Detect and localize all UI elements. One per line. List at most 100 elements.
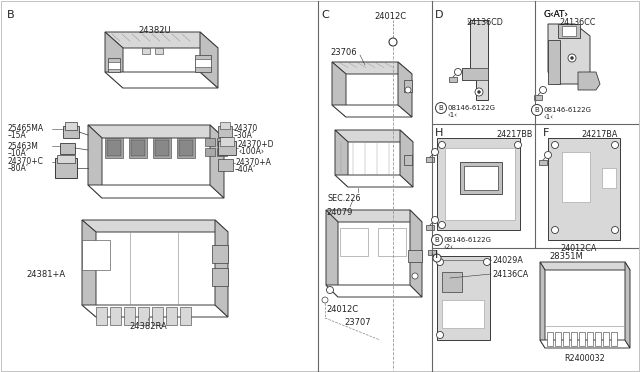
Circle shape bbox=[431, 217, 438, 224]
Text: ‹2‹: ‹2‹ bbox=[443, 244, 453, 250]
Bar bbox=[408, 250, 422, 262]
Text: H: H bbox=[435, 128, 444, 138]
Text: 08146-6122G: 08146-6122G bbox=[543, 107, 591, 113]
Text: 24370+C: 24370+C bbox=[8, 157, 44, 166]
Polygon shape bbox=[82, 240, 110, 270]
Bar bbox=[110, 307, 121, 325]
Circle shape bbox=[515, 141, 522, 148]
Text: D: D bbox=[435, 10, 444, 20]
Bar bbox=[220, 122, 230, 129]
Text: 24136CD: 24136CD bbox=[466, 18, 503, 27]
Text: 24136CC: 24136CC bbox=[559, 18, 596, 27]
Circle shape bbox=[552, 141, 559, 148]
Bar bbox=[212, 268, 228, 286]
Text: I: I bbox=[435, 250, 438, 260]
Bar bbox=[217, 148, 227, 156]
Circle shape bbox=[611, 141, 618, 148]
Text: B: B bbox=[438, 105, 444, 111]
Bar bbox=[460, 162, 502, 194]
Circle shape bbox=[552, 227, 559, 234]
Polygon shape bbox=[200, 32, 218, 88]
Circle shape bbox=[405, 87, 411, 93]
Bar bbox=[603, 332, 609, 346]
Circle shape bbox=[438, 221, 445, 228]
Text: B: B bbox=[534, 107, 540, 113]
Bar bbox=[555, 332, 561, 346]
Text: G‹AT›: G‹AT› bbox=[543, 10, 568, 19]
Bar bbox=[449, 77, 457, 82]
Bar bbox=[108, 62, 120, 69]
Bar bbox=[340, 228, 368, 256]
Text: 08146-6122G: 08146-6122G bbox=[443, 237, 491, 243]
Polygon shape bbox=[540, 340, 630, 348]
Circle shape bbox=[435, 103, 447, 113]
Circle shape bbox=[412, 273, 418, 279]
Bar bbox=[404, 155, 412, 165]
Polygon shape bbox=[88, 125, 224, 138]
Circle shape bbox=[531, 105, 543, 115]
Bar bbox=[217, 138, 227, 146]
Bar bbox=[138, 307, 149, 325]
Bar bbox=[378, 228, 406, 256]
Text: 25463M: 25463M bbox=[8, 142, 39, 151]
Bar bbox=[177, 138, 195, 158]
Circle shape bbox=[454, 68, 461, 76]
Circle shape bbox=[436, 259, 444, 266]
Circle shape bbox=[431, 148, 438, 155]
Text: –15A’: –15A’ bbox=[8, 131, 29, 140]
Polygon shape bbox=[445, 148, 515, 220]
Bar bbox=[404, 80, 412, 92]
Polygon shape bbox=[332, 62, 346, 117]
Polygon shape bbox=[88, 185, 224, 198]
Bar bbox=[595, 332, 601, 346]
Polygon shape bbox=[540, 262, 545, 348]
Polygon shape bbox=[548, 138, 620, 240]
Circle shape bbox=[568, 54, 576, 62]
Bar bbox=[426, 157, 434, 162]
Text: 24217BA: 24217BA bbox=[581, 130, 618, 139]
Polygon shape bbox=[326, 285, 422, 297]
Text: 24012C: 24012C bbox=[374, 12, 406, 21]
Text: 24217BB: 24217BB bbox=[496, 130, 532, 139]
Text: 24370+A: 24370+A bbox=[235, 158, 271, 167]
Bar bbox=[218, 126, 232, 137]
Bar bbox=[124, 307, 135, 325]
Circle shape bbox=[540, 87, 547, 93]
Text: ‹1‹: ‹1‹ bbox=[543, 114, 553, 120]
Bar bbox=[129, 138, 147, 158]
Bar bbox=[587, 332, 593, 346]
Bar bbox=[579, 332, 585, 346]
Bar bbox=[571, 332, 577, 346]
Polygon shape bbox=[88, 125, 102, 198]
Bar bbox=[611, 332, 617, 346]
Text: 24370+D: 24370+D bbox=[238, 140, 275, 149]
Bar bbox=[547, 332, 553, 346]
Circle shape bbox=[483, 259, 490, 266]
Polygon shape bbox=[462, 20, 488, 100]
Bar bbox=[562, 152, 590, 202]
Bar bbox=[65, 122, 77, 130]
Circle shape bbox=[431, 234, 442, 246]
Circle shape bbox=[611, 227, 618, 234]
Text: 24012CA: 24012CA bbox=[560, 244, 596, 253]
Polygon shape bbox=[548, 24, 590, 84]
Bar bbox=[153, 138, 171, 158]
Text: –40A’: –40A’ bbox=[235, 165, 256, 174]
Bar bbox=[57, 155, 75, 163]
Bar bbox=[107, 140, 121, 156]
Bar bbox=[105, 138, 123, 158]
Text: 24382U: 24382U bbox=[139, 26, 172, 35]
Bar bbox=[464, 166, 498, 190]
Text: 23707: 23707 bbox=[345, 318, 371, 327]
Text: ‹1‹: ‹1‹ bbox=[447, 112, 457, 118]
Bar bbox=[180, 307, 191, 325]
Text: C: C bbox=[321, 10, 329, 20]
Bar bbox=[60, 143, 75, 154]
Text: 24012C: 24012C bbox=[326, 305, 358, 314]
Polygon shape bbox=[215, 220, 228, 317]
Text: 24381+A: 24381+A bbox=[26, 270, 65, 279]
Circle shape bbox=[475, 88, 483, 96]
Bar bbox=[96, 307, 107, 325]
Bar bbox=[205, 138, 215, 146]
Bar bbox=[220, 137, 234, 146]
